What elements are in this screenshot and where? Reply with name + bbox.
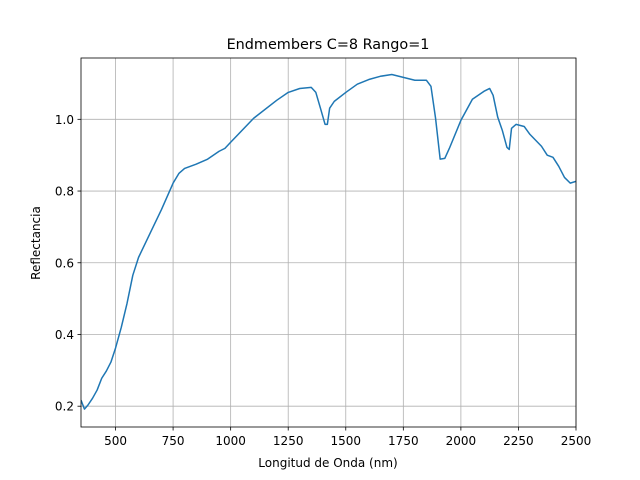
y-tick-label: 0.4 — [55, 328, 74, 342]
x-tick-label: 2500 — [561, 434, 592, 448]
x-tick-label: 750 — [162, 434, 185, 448]
x-tick-label: 1000 — [215, 434, 246, 448]
chart-title: Endmembers C=8 Rango=1 — [227, 37, 430, 53]
x-tick-label: 500 — [104, 434, 127, 448]
y-tick-label: 0.2 — [55, 400, 74, 414]
y-tick-label: 0.8 — [55, 185, 74, 199]
x-tick-label: 1500 — [330, 434, 361, 448]
x-tick-label: 1750 — [388, 434, 419, 448]
x-tick-label: 2000 — [446, 434, 477, 448]
y-axis-label: Reflectancia — [29, 206, 43, 280]
y-tick-label: 0.6 — [55, 256, 74, 270]
y-tick-label: 1.0 — [55, 113, 74, 127]
x-tick-label: 2250 — [503, 434, 534, 448]
x-axis-label: Longitud de Onda (nm) — [258, 456, 397, 470]
data-line — [81, 73, 576, 410]
plot-frame — [80, 57, 577, 428]
x-tick-label: 1250 — [273, 434, 304, 448]
